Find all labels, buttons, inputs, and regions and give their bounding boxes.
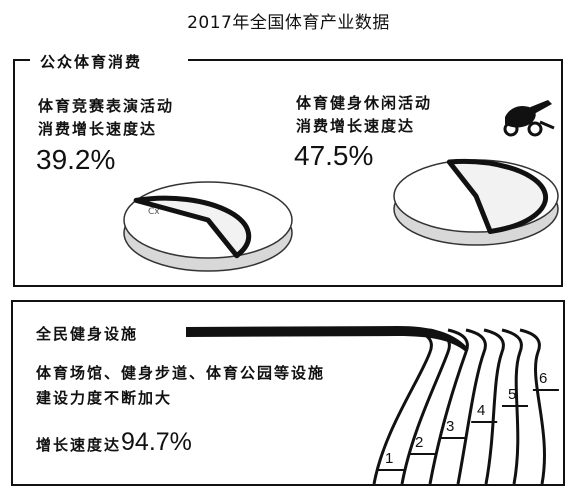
lane-number-label: 5 <box>508 386 517 403</box>
track-lane-dividers <box>378 389 559 471</box>
facilities-growth-value: 94.7% <box>121 428 192 456</box>
pie-chart-2 <box>393 158 559 246</box>
track-lane-line <box>501 328 523 485</box>
track-lanes <box>372 328 546 485</box>
pie-1-sector-mark: Cx <box>148 207 160 217</box>
figure-title: 2017年全国体育产业数据 <box>187 13 390 33</box>
pie-1-sector <box>133 195 252 259</box>
facilities-growth-prefix: 增长速度达 <box>36 436 122 454</box>
consumption-heading: 公众体育消费 <box>36 51 147 72</box>
item-1-line2: 消费增长速度达 <box>38 120 158 138</box>
facilities-panel-frame <box>11 300 565 486</box>
track-lane-line <box>428 328 469 485</box>
pie-2-sector <box>446 158 549 234</box>
lane-number-label: 4 <box>477 402 486 419</box>
facilities-heading: 全民健身设施 <box>36 325 139 343</box>
lane-number-label: 6 <box>539 370 548 387</box>
track-lane-line <box>519 328 546 485</box>
facilities-description-line1: 体育场馆、健身步道、体育公园等设施 <box>36 364 326 382</box>
pie-chart-1: Cx <box>123 181 293 272</box>
track-lane-line <box>483 328 505 485</box>
item-1-value: 39.2% <box>36 144 116 175</box>
item-2-line2: 消费增长速度达 <box>296 117 416 135</box>
running-track <box>186 326 559 485</box>
item-1-line1: 体育竞赛表演活动 <box>38 97 175 115</box>
lane-number-label: 3 <box>446 418 455 435</box>
item-2-line1: 体育健身休闲活动 <box>296 94 433 112</box>
track-main-band <box>186 326 466 352</box>
facilities-growth: 增长速度达94.7% <box>36 428 192 457</box>
lane-number-label: 1 <box>385 450 394 467</box>
consumption-panel-frame <box>13 59 563 287</box>
facilities-description-line2: 建设力度不断加大 <box>36 389 173 407</box>
item-2-value: 47.5% <box>294 140 374 171</box>
lane-number-label: 2 <box>415 434 424 451</box>
track-lane-line <box>372 328 433 485</box>
track-lane-line <box>456 328 487 485</box>
bike-logo-icon <box>503 100 555 137</box>
track-lane-line <box>400 328 451 485</box>
